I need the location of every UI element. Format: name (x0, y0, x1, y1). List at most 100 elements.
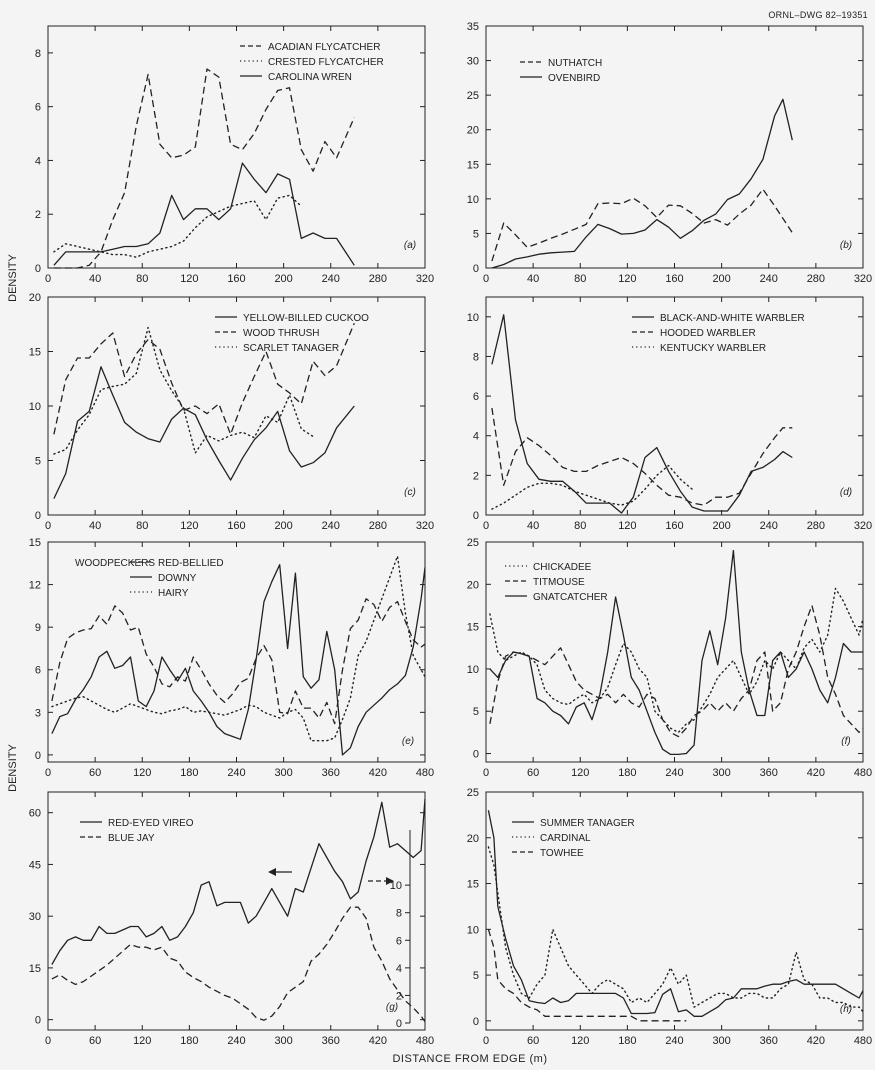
x-tick-label: 80 (136, 273, 148, 285)
legend-entry-label: BLACK-AND-WHITE WARBLER (660, 313, 805, 324)
x-tick-label: 180 (618, 1035, 636, 1047)
x-tick-label: 240 (322, 520, 340, 532)
series-line-4-2 (491, 407, 793, 506)
x-tick-label: 300 (712, 1035, 730, 1047)
x-tick-label: 420 (807, 1035, 825, 1047)
x-tick-label: 0 (45, 273, 51, 285)
legend-entry-label: CARDINAL (540, 833, 591, 844)
y-tick-label: 25 (467, 787, 479, 799)
panel-label: (e) (402, 736, 414, 747)
x-tick-label: 300 (274, 1035, 292, 1047)
x-tick-label: 240 (227, 1035, 245, 1047)
x-tick-label: 200 (712, 520, 730, 532)
series-line-5-3 (51, 555, 426, 742)
y-tick-label: 6 (35, 665, 41, 677)
x-tick-label: 120 (618, 273, 636, 285)
x-axis-label: DISTANCE FROM EDGE (m) (392, 1053, 547, 1065)
x-tick-label: 0 (45, 1035, 51, 1047)
x-tick-label: 240 (760, 273, 778, 285)
legend-entry-label: TITMOUSE (533, 577, 585, 588)
y-tick-label: 35 (467, 21, 479, 33)
y-tick-label: 20 (29, 292, 41, 304)
series-line-2-2 (491, 98, 793, 269)
panel-label: (f) (841, 736, 850, 747)
x-tick-label: 240 (760, 520, 778, 532)
series-line-4-1 (491, 314, 793, 514)
x-tick-label: 240 (665, 1035, 683, 1047)
y-tick-label: 6 (35, 102, 41, 114)
plot-frame (47, 541, 426, 763)
y-tick-label: 0 (473, 1016, 479, 1028)
series-line-2-1 (491, 188, 793, 262)
x-tick-label: 60 (527, 1035, 539, 1047)
legend-entry-label: RED-EYED VIREO (108, 818, 194, 829)
y-tick-label: 4 (35, 155, 41, 167)
series-line-5-1 (51, 598, 426, 725)
x-tick-label: 360 (322, 767, 340, 779)
x-tick-label: 360 (760, 767, 778, 779)
x-tick-label: 60 (527, 767, 539, 779)
y-tick-label: 5 (35, 456, 41, 468)
y-tick-label: 20 (467, 579, 479, 591)
x-tick-label: 60 (89, 1035, 101, 1047)
x-tick-label: 320 (416, 520, 434, 532)
series-line-7-2 (51, 906, 426, 1022)
y-tick-label: 15 (467, 159, 479, 171)
panel-label: (a) (404, 240, 416, 251)
y-tick-label: 15 (29, 347, 41, 359)
y-tick-label: 5 (473, 706, 479, 718)
legend-entry-label: NUTHATCH (548, 58, 602, 69)
x-tick-label: 180 (180, 767, 198, 779)
y-tick-label: 0 (35, 750, 41, 762)
x-tick-label: 120 (180, 273, 198, 285)
x-tick-label: 120 (571, 1035, 589, 1047)
legend-entry-label: SUMMER TANAGER (540, 818, 635, 829)
y-tick-label: 30 (29, 911, 41, 923)
x-tick-label: 240 (665, 767, 683, 779)
x-tick-label: 360 (760, 1035, 778, 1047)
x-tick-label: 480 (854, 1035, 872, 1047)
y-tick-label: 12 (29, 580, 41, 592)
y2-tick-label: 10 (390, 880, 402, 892)
x-tick-label: 120 (133, 767, 151, 779)
x-tick-label: 80 (574, 273, 586, 285)
series-line-7-1 (51, 798, 426, 965)
legend-group-label: WOODPECKERS (75, 558, 155, 569)
x-tick-label: 120 (180, 520, 198, 532)
panel-label: (g) (386, 1002, 398, 1013)
x-tick-label: 300 (274, 767, 292, 779)
x-tick-label: 320 (854, 520, 872, 532)
y-tick-label: 25 (467, 90, 479, 102)
y-tick-label: 8 (473, 351, 479, 363)
y2-tick-label: 6 (396, 935, 402, 947)
legend-entry-label: HAIRY (158, 588, 189, 599)
x-tick-label: 200 (274, 520, 292, 532)
y-tick-label: 10 (29, 401, 41, 413)
x-tick-label: 320 (416, 273, 434, 285)
series-line-1-3 (53, 162, 355, 266)
x-tick-label: 300 (712, 767, 730, 779)
series-line-4-3 (491, 464, 693, 510)
y-tick-label: 4 (473, 431, 479, 443)
legend-entry-label: DOWNY (158, 573, 197, 584)
plot-frame (47, 296, 426, 516)
legend-entry-label: WOOD THRUSH (243, 328, 319, 339)
x-tick-label: 240 (322, 273, 340, 285)
x-tick-label: 120 (571, 767, 589, 779)
y-tick-label: 2 (473, 470, 479, 482)
x-tick-label: 0 (483, 273, 489, 285)
series-line-6-2 (489, 604, 864, 738)
x-tick-label: 0 (45, 520, 51, 532)
x-tick-label: 280 (807, 273, 825, 285)
y-tick-label: 8 (35, 48, 41, 60)
series-line-3-1 (53, 366, 355, 499)
legend-entry-label: GNATCATCHER (533, 592, 608, 603)
x-tick-label: 200 (274, 273, 292, 285)
x-tick-label: 120 (133, 1035, 151, 1047)
series-line-6-1 (489, 587, 864, 734)
series-line-5-2 (51, 564, 426, 756)
x-tick-label: 0 (483, 1035, 489, 1047)
y-tick-label: 10 (467, 194, 479, 206)
legend-entry-label: HOODED WARBLER (660, 328, 756, 339)
